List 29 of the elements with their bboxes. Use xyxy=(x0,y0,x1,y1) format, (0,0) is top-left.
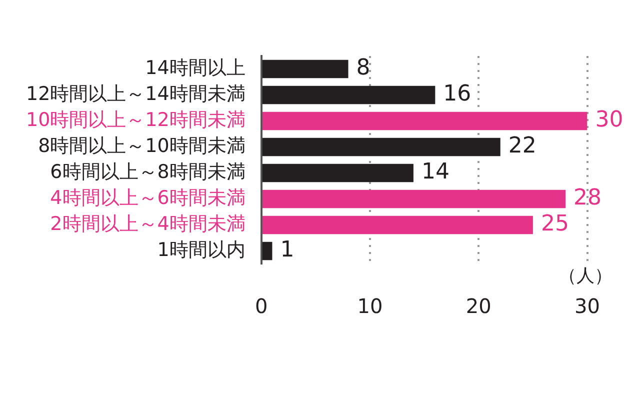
y-tick-label: 1時間以内 xyxy=(157,238,246,261)
bar xyxy=(262,242,272,260)
data-label: 16 xyxy=(443,82,472,107)
x-axis-title: （人） xyxy=(558,266,612,287)
data-label: 28 xyxy=(574,186,602,211)
bar xyxy=(262,112,588,130)
data-label: 1 xyxy=(280,238,294,263)
y-tick-label: 2時間以上～4時間未満 xyxy=(50,212,246,235)
data-label: 8 xyxy=(356,56,370,81)
data-label: 25 xyxy=(540,212,569,237)
y-tick-label: 8時間以上～10時間未満 xyxy=(38,134,246,157)
x-tick-label: 10 xyxy=(357,294,383,318)
y-tick-label: 14時間以上 xyxy=(145,56,246,79)
bar xyxy=(262,60,348,78)
bar xyxy=(262,216,533,234)
x-tick-label: 20 xyxy=(466,294,492,318)
bar xyxy=(262,164,414,182)
data-label: 30 xyxy=(595,108,624,133)
x-tick-label: 30 xyxy=(574,294,600,318)
bar xyxy=(262,86,436,104)
data-label: 22 xyxy=(508,134,536,159)
x-tick-label: 0 xyxy=(254,294,268,318)
bar xyxy=(262,138,500,156)
y-tick-label: 4時間以上～6時間未満 xyxy=(50,186,246,209)
y-tick-label: 12時間以上～14時間未満 xyxy=(26,82,246,105)
data-label: 14 xyxy=(421,160,450,185)
bar xyxy=(262,190,566,208)
y-tick-label: 10時間以上～12時間未満 xyxy=(26,108,246,131)
y-tick-label: 6時間以上～8時間未満 xyxy=(50,160,246,183)
